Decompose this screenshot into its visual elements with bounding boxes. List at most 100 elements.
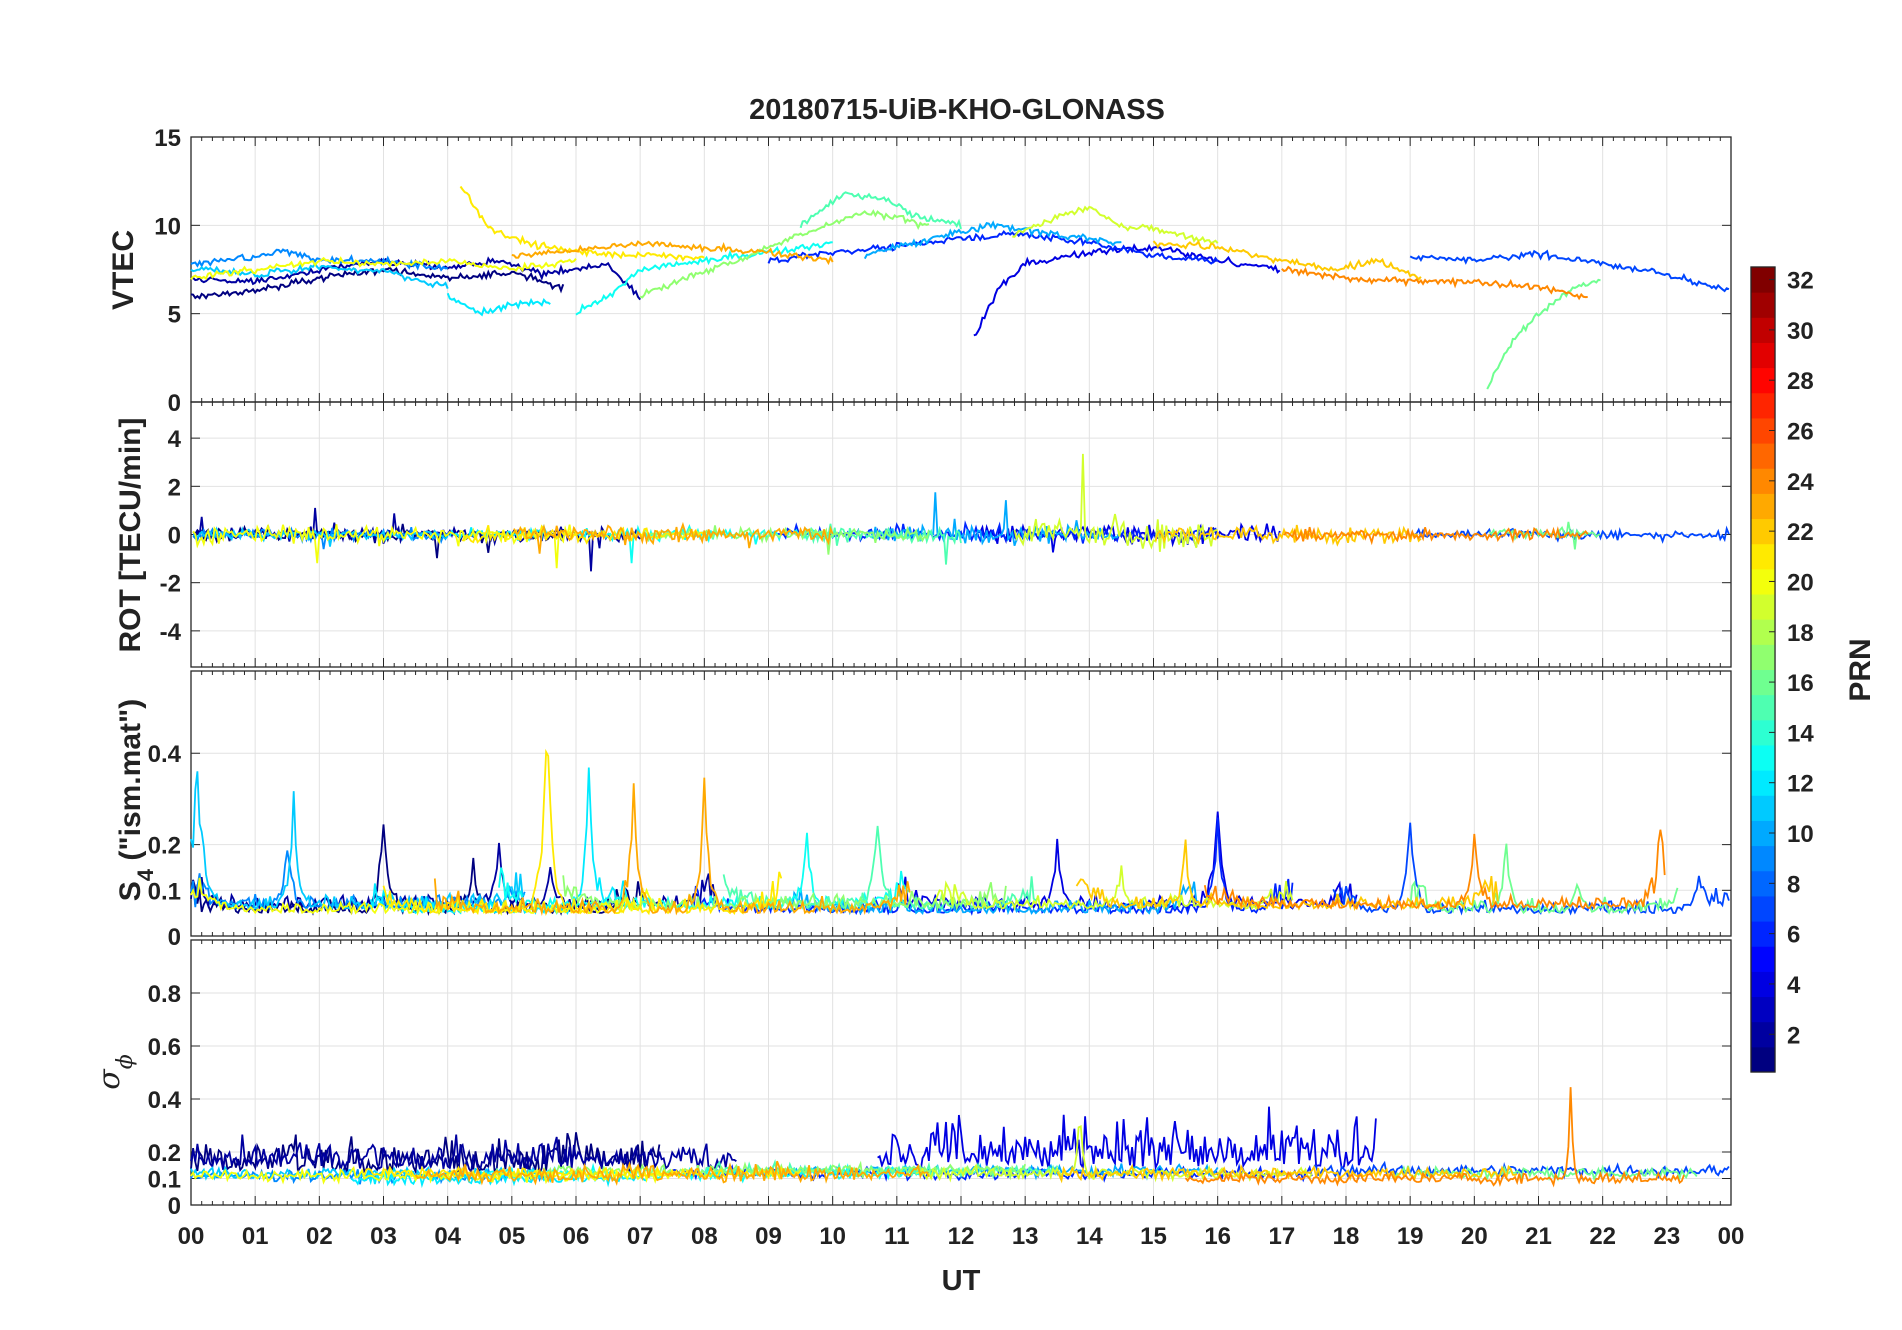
panel-vtec: 0 5 10 15 VTEC [107, 125, 1732, 417]
s4-line-prn-19 [934, 865, 1294, 912]
vtec-line-prn-11 [190, 261, 449, 289]
vtec-line-prn-16 [1486, 278, 1601, 390]
s4-ylabel-main: S [114, 881, 147, 901]
s4-line-prn-20 [190, 877, 654, 917]
sigma-line-prn-1 [190, 1132, 661, 1176]
panel-s4: 0 0.1 0.2 0.4 S4 ("ism.mat") [114, 670, 1732, 951]
x-tick-label: 14 [1076, 1223, 1103, 1250]
vtec-line-prn-13 [575, 241, 833, 316]
x-tick-label: 21 [1525, 1223, 1552, 1250]
colorbar-band [1751, 493, 1775, 520]
colorbar-tick-label: 8 [1787, 871, 1800, 898]
vtec-ytick-label: 10 [154, 213, 181, 240]
sigma-line-prn-23 [414, 1160, 930, 1186]
s4-ytick-label: 0.1 [148, 878, 181, 905]
colorbar-tick-label: 10 [1787, 821, 1814, 848]
colorbar-tick-label: 18 [1787, 620, 1814, 647]
vtec-line-prn-10 [863, 220, 1122, 260]
rot-line-prn-19 [1013, 453, 1218, 552]
sigma-ytick-label: 0 [168, 1193, 181, 1220]
colorbar-band [1751, 392, 1775, 419]
sigma-ytick-label: 0.1 [148, 1167, 181, 1194]
x-tick-label: 08 [691, 1223, 718, 1250]
colorbar-frame [1750, 266, 1776, 1073]
colorbar-label: PRN [1844, 638, 1877, 701]
x-tick-label: 12 [948, 1223, 975, 1250]
x-tick-label: 23 [1653, 1223, 1680, 1250]
vtec-line-prn-19 [1012, 205, 1219, 245]
x-tick-label: 09 [755, 1223, 782, 1250]
colorbar-tick-label: 16 [1787, 670, 1814, 697]
s4-line-prn-11 [190, 771, 526, 912]
vtec-line-prn-20 [190, 256, 577, 281]
sigma-ylabel-sub: ϕ [113, 1054, 138, 1069]
s4-line-prn-23 [433, 777, 911, 917]
x-tick-labels: 00 01 02 03 04 05 06 07 08 09 10 11 12 13 14 15 16 17 18 19… [178, 1223, 1745, 1250]
sigma-line-prn-11 [190, 1164, 545, 1182]
s4-ylabel-tail: ("ism.mat") [114, 699, 147, 869]
colorbar-tick-label: 6 [1787, 922, 1800, 949]
rot-ylabel: ROT [TECU/min] [114, 418, 147, 653]
colorbar-band [1751, 744, 1775, 771]
vtec-ytick-label: 15 [154, 125, 181, 152]
x-tick-label: 13 [1012, 1223, 1039, 1250]
sigma-line-prn-4 [877, 1106, 1377, 1173]
sigma-ytick-label: 0.8 [148, 981, 181, 1008]
colorbar-tick-label: 12 [1787, 771, 1814, 798]
rot-ytick-label: -4 [160, 619, 182, 646]
sigma-line-prn-16 [1390, 1164, 1698, 1182]
colorbar-band [1751, 795, 1775, 821]
colorbar-band [1751, 543, 1775, 570]
rot-line-prn-2 [192, 507, 641, 572]
x-tick-label: 04 [434, 1223, 461, 1250]
x-tick-label: 11 [884, 1223, 909, 1250]
colorbar-band [1751, 594, 1775, 620]
colorbar-band [1751, 292, 1775, 318]
colorbar-band [1751, 342, 1775, 369]
s4-line-prn-12 [369, 767, 629, 916]
rot-line-prn-24 [1283, 526, 1589, 546]
s4-ylabel-sub: 4 [133, 868, 158, 881]
sigma-ytick-label: 0.4 [148, 1087, 182, 1114]
vtec-line-prn-21 [459, 185, 705, 262]
vtec-line-prn-24 [1281, 265, 1588, 301]
colorbar-tick-label: 26 [1787, 419, 1814, 446]
x-tick-label: 03 [370, 1223, 397, 1250]
rot-ytick-label: 4 [168, 426, 182, 453]
vtec-line-prn-1 [190, 266, 565, 300]
sigma-line-prn-24 [1184, 1087, 1685, 1188]
vtec-line-prn-22 [1152, 239, 1422, 281]
colorbar-tick-label: 24 [1787, 469, 1814, 496]
panel-sigma-phi: 00.10.2 0.4 0.6 0.8 σϕ [92, 939, 1732, 1220]
colorbar-tick-label: 4 [1787, 972, 1801, 999]
colorbar-tick-label: 2 [1787, 1022, 1800, 1049]
sigma-ytick-label: 0.6 [148, 1034, 181, 1061]
x-tick-label: 05 [498, 1223, 525, 1250]
rot-ytick-label: -2 [160, 571, 181, 598]
vtec-line-prn-12 [446, 292, 551, 317]
colorbar-band [1751, 1046, 1775, 1073]
colorbar-band [1751, 845, 1775, 872]
x-tick-label: 10 [819, 1223, 846, 1250]
panel-rot: -4 -2 0 2 4 ROT [TECU/min] [114, 401, 1732, 668]
rot-line-prn-23 [513, 521, 834, 554]
s4-line-prn-21 [382, 748, 783, 916]
vtec-line-prn-7 [1409, 249, 1730, 293]
x-tick-label: 02 [306, 1223, 333, 1250]
sigma-line-prn-2 [190, 1134, 737, 1176]
rot-ytick-label: 0 [168, 523, 181, 550]
colorbar-band [1751, 895, 1775, 922]
colorbar-tick-label: 22 [1787, 519, 1814, 546]
sigma-ylabel: σϕ [92, 1054, 138, 1089]
x-tick-label: 01 [242, 1223, 269, 1250]
sigma-line-prn-20 [190, 1165, 673, 1185]
sigma-ytick-label: 0.2 [148, 1140, 181, 1167]
colorbar-tick-label: 14 [1787, 720, 1814, 747]
x-tick-label: 20 [1461, 1223, 1488, 1250]
x-tick-label: 06 [563, 1223, 590, 1250]
vtec-line-prn-17 [639, 209, 930, 299]
x-tick-label: 07 [627, 1223, 654, 1250]
vtec-line-prn-6 [767, 229, 1219, 265]
x-tick-label: 22 [1589, 1223, 1616, 1250]
sigma-ylabel-main: σ [92, 1068, 127, 1090]
